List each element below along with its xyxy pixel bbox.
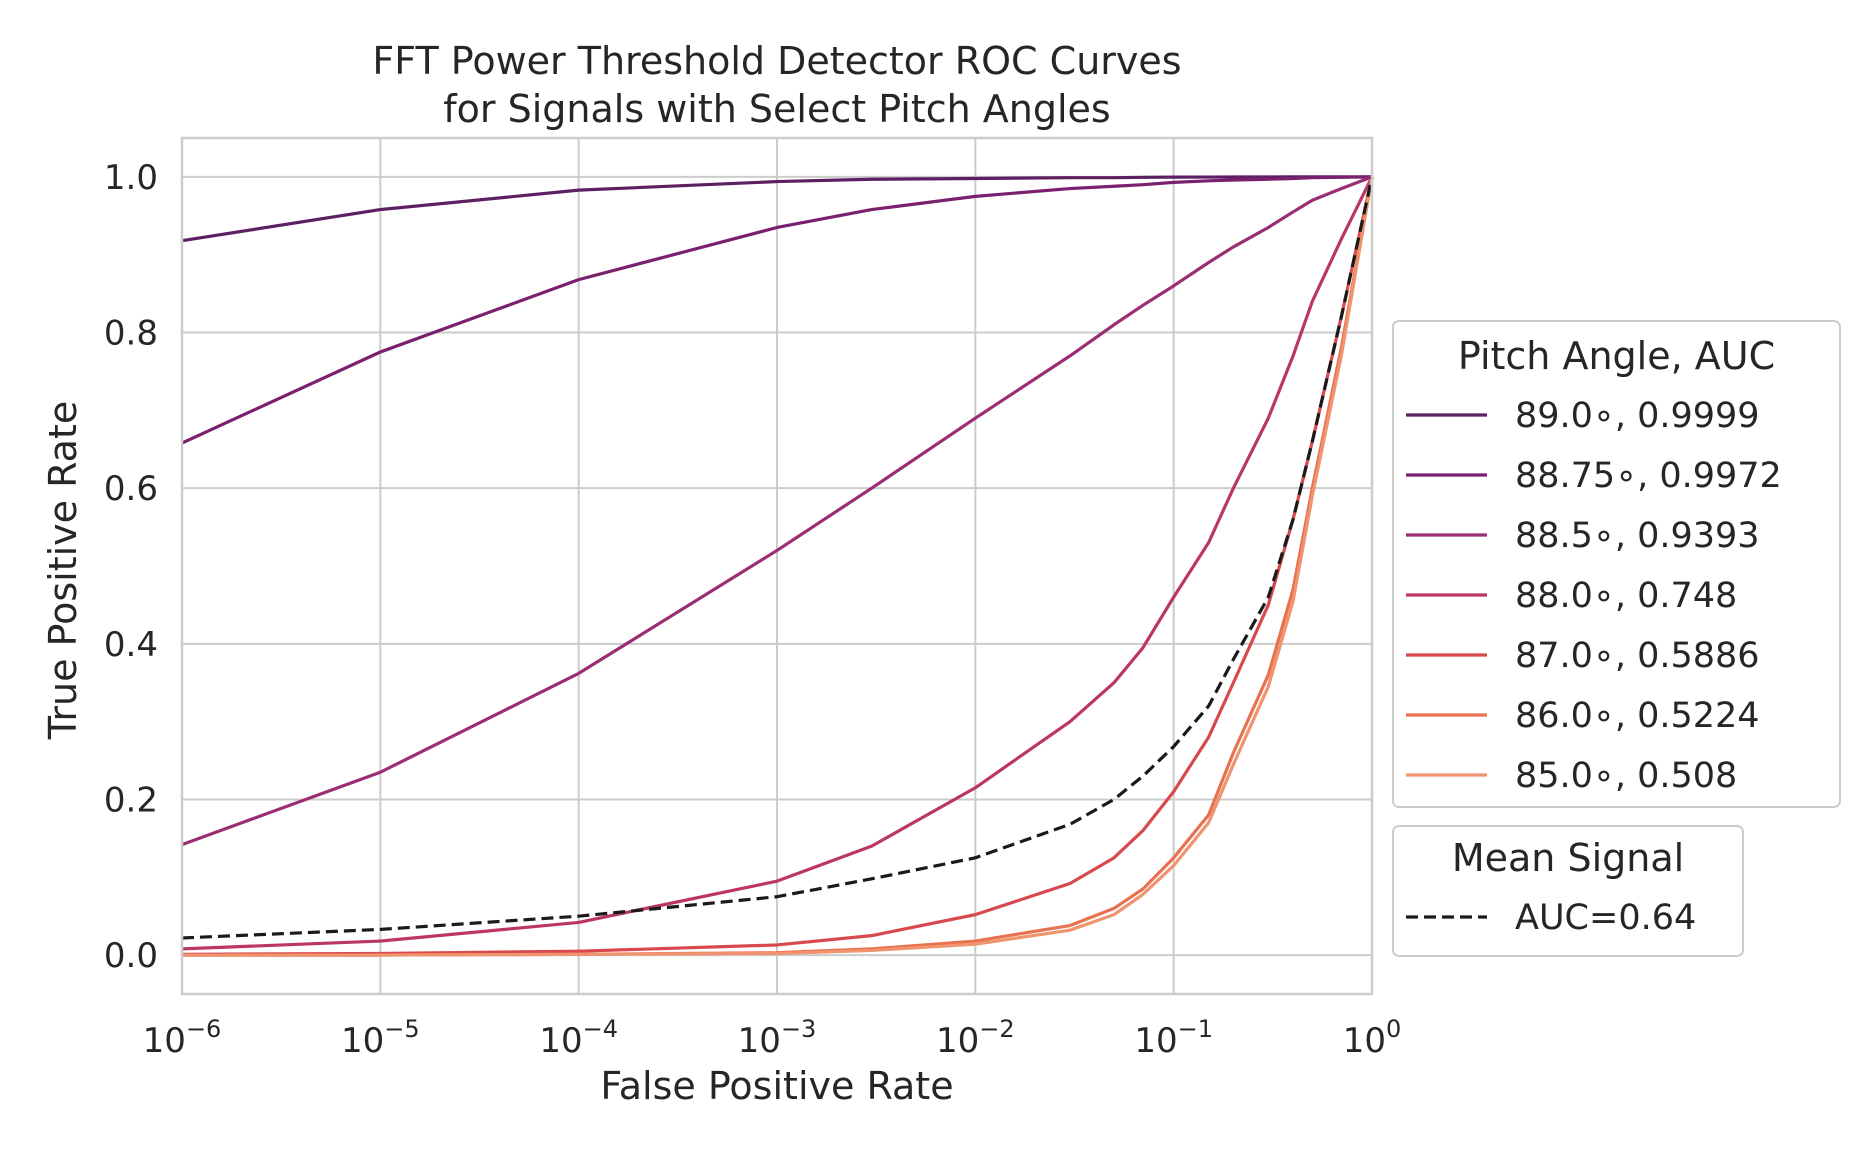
y-tick-label: 0.6 (104, 469, 158, 509)
legends: Pitch Angle, AUC 89.0∘, 0.9999 88.75∘, 0.9… (1392, 320, 1841, 957)
series-line-7 (181, 176, 1374, 940)
y-tick-label: 0.4 (104, 625, 158, 665)
y-tick-label: 0.0 (104, 936, 158, 976)
chart-title: FFT Power Threshold Detector ROC Curves (372, 39, 1181, 83)
legend-entry-label: 89.0∘, 0.9999 (1515, 396, 1760, 436)
x-tick-label: 10−5 (341, 1015, 420, 1061)
x-tick-label: 100 (1343, 1015, 1402, 1061)
y-tick-label: 0.2 (104, 780, 158, 820)
legend-entry-label: 88.5∘, 0.9393 (1515, 516, 1760, 556)
legend-1: Mean Signal AUC=0.64 (1392, 825, 1744, 957)
y-axis-label: True Positive Rate (41, 401, 85, 741)
chart-subtitle: for Signals with Select Pitch Angles (443, 87, 1110, 131)
legend-box (1392, 825, 1744, 957)
legend-0: Pitch Angle, AUC 89.0∘, 0.9999 88.75∘, 0.9… (1392, 320, 1841, 808)
series-line-3 (181, 176, 1374, 951)
series-line-1 (181, 175, 1373, 445)
legend-entry-label: AUC=0.64 (1515, 898, 1696, 938)
legend-title: Mean Signal (1452, 836, 1684, 880)
x-tick-label: 10−2 (936, 1015, 1015, 1061)
x-tick-label: 10−3 (738, 1015, 817, 1061)
legend-entry-label: 87.0∘, 0.5886 (1515, 636, 1760, 676)
series-line-6 (182, 176, 1374, 957)
legend-box (1392, 320, 1841, 808)
series-line-2 (181, 175, 1373, 847)
x-tick-label: 10−1 (1134, 1015, 1213, 1061)
tick-labels: 10−6 10−5 10−4 10−3 10−2 10−1 100 0.0 0.2 0.4 0.6 0… (104, 158, 1401, 1061)
series-lines (181, 175, 1374, 957)
y-tick-label: 1.0 (104, 158, 158, 198)
x-tick-label: 10−4 (539, 1015, 618, 1061)
legend-entry-label: 85.0∘, 0.508 (1515, 756, 1737, 796)
legend-entry-label: 86.0∘, 0.5224 (1515, 696, 1760, 736)
axes-frame (180, 136, 1374, 996)
legend-entry-label: 88.0∘, 0.748 (1515, 576, 1737, 616)
legend-entry-label: 88.75∘, 0.9972 (1515, 456, 1782, 496)
x-axis-label: False Positive Rate (600, 1064, 953, 1108)
legend-title: Pitch Angle, AUC (1458, 334, 1775, 378)
plot-area-border (180, 136, 1374, 996)
x-tick-label: 10−6 (143, 1015, 222, 1061)
y-tick-label: 0.8 (104, 314, 158, 354)
